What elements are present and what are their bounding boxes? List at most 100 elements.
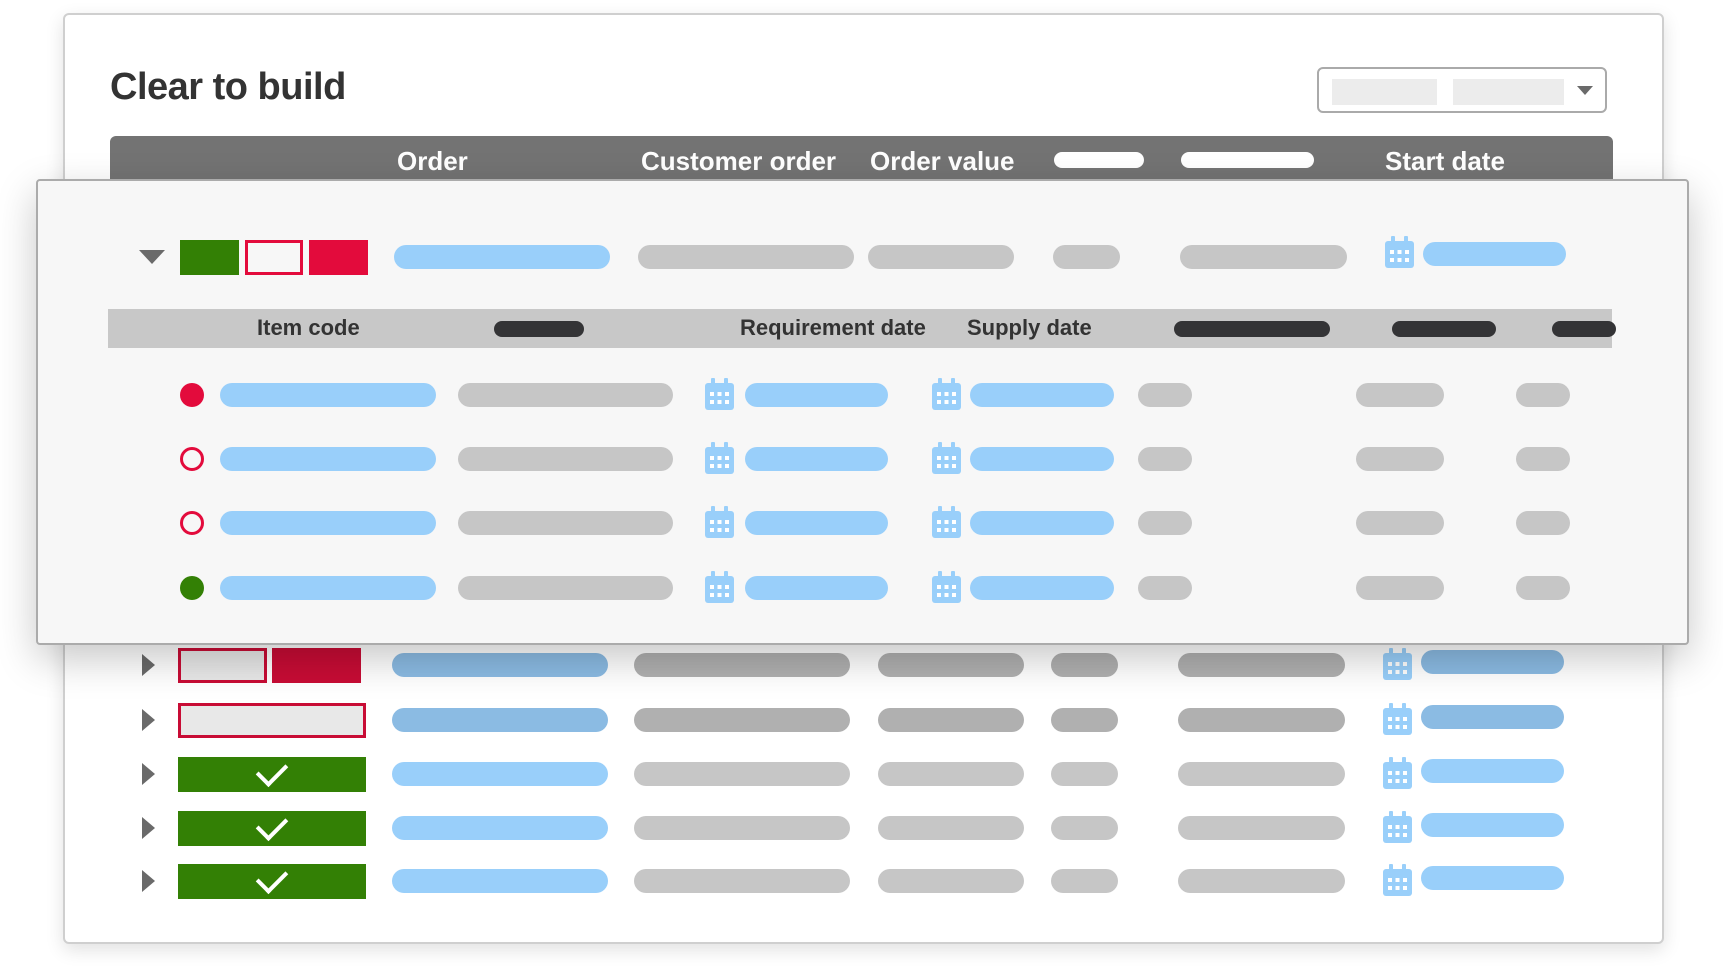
column-header-order-value[interactable]: Order value (870, 146, 1015, 176)
calendar-icon[interactable] (1385, 236, 1414, 268)
item-code-link[interactable] (220, 511, 436, 535)
column-header-customer-order[interactable]: Customer order (641, 146, 837, 176)
order-value-placeholder (878, 653, 1024, 677)
cell-placeholder (1180, 245, 1347, 269)
order-value-placeholder (878, 762, 1024, 786)
check-icon (255, 754, 289, 787)
calendar-icon[interactable] (932, 378, 961, 410)
order-link[interactable] (392, 653, 608, 677)
column-header-placeholder[interactable] (1174, 321, 1330, 337)
supply-date-link[interactable] (970, 576, 1114, 600)
caret-right-icon[interactable] (142, 870, 155, 892)
caret-down-icon (1577, 86, 1593, 95)
start-date-link[interactable] (1421, 759, 1564, 783)
item-status-dot (180, 576, 204, 600)
dropdown-value-placeholder (1453, 79, 1564, 105)
requirement-date-link[interactable] (745, 511, 888, 535)
page-title: Clear to build (110, 66, 346, 108)
caret-right-icon[interactable] (142, 709, 155, 731)
item-cell-placeholder (1516, 447, 1570, 471)
caret-right-icon[interactable] (142, 763, 155, 785)
calendar-icon[interactable] (932, 571, 961, 603)
cell-placeholder (1178, 708, 1345, 732)
item-code-link[interactable] (220, 447, 436, 471)
item-cell-placeholder (1516, 383, 1570, 407)
start-date-link[interactable] (1421, 705, 1564, 729)
calendar-icon[interactable] (1383, 864, 1412, 896)
column-header-item-code[interactable]: Item code (257, 315, 360, 340)
calendar-icon[interactable] (932, 506, 961, 538)
requirement-date-link[interactable] (745, 576, 888, 600)
cell-placeholder (1051, 816, 1118, 840)
calendar-icon[interactable] (705, 506, 734, 538)
supply-date-link[interactable] (970, 383, 1114, 407)
status-segment-missing (272, 648, 361, 683)
customer-order-placeholder (634, 708, 850, 732)
order-link[interactable] (394, 245, 610, 269)
column-header-start-date[interactable]: Start date (1385, 146, 1505, 176)
calendar-icon[interactable] (705, 571, 734, 603)
caret-right-icon[interactable] (142, 654, 155, 676)
column-header-placeholder[interactable] (1181, 152, 1314, 168)
column-header-requirement-date[interactable]: Requirement date (740, 315, 926, 340)
item-cell-placeholder (1356, 511, 1444, 535)
start-date-link[interactable] (1421, 650, 1564, 674)
item-cell-placeholder (1138, 383, 1192, 407)
item-code-link[interactable] (220, 576, 436, 600)
status-segment-outline (245, 240, 303, 275)
order-value-placeholder (878, 869, 1024, 893)
calendar-icon[interactable] (932, 442, 961, 474)
order-value-placeholder (868, 245, 1014, 269)
cell-placeholder (1051, 869, 1118, 893)
calendar-icon[interactable] (1383, 757, 1412, 789)
cell-placeholder (1053, 245, 1120, 269)
order-link[interactable] (392, 869, 608, 893)
caret-right-icon[interactable] (142, 817, 155, 839)
column-header-placeholder[interactable] (1054, 152, 1144, 168)
calendar-icon[interactable] (1383, 648, 1412, 680)
status-clear (178, 808, 366, 846)
order-link[interactable] (392, 816, 608, 840)
caret-down-icon[interactable] (139, 250, 165, 264)
item-status-dot (180, 383, 204, 407)
start-date-link[interactable] (1421, 866, 1564, 890)
item-cell-placeholder (458, 383, 673, 407)
supply-date-link[interactable] (970, 447, 1114, 471)
calendar-icon[interactable] (1383, 811, 1412, 843)
item-cell-placeholder (1516, 511, 1570, 535)
start-date-link[interactable] (1423, 242, 1566, 266)
status-segment-complete (180, 240, 239, 275)
order-value-placeholder (878, 708, 1024, 732)
start-date-link[interactable] (1421, 813, 1564, 837)
column-header-placeholder[interactable] (494, 321, 584, 337)
status-segment-outline (178, 703, 366, 738)
item-code-link[interactable] (220, 383, 436, 407)
column-header-placeholder[interactable] (1552, 321, 1616, 337)
customer-order-placeholder (634, 816, 850, 840)
customer-order-placeholder (634, 869, 850, 893)
calendar-icon[interactable] (705, 378, 734, 410)
order-link[interactable] (392, 708, 608, 732)
item-cell-placeholder (1356, 383, 1444, 407)
item-cell-placeholder (1516, 576, 1570, 600)
item-cell-placeholder (1138, 511, 1192, 535)
expanded-order-panel: Item code Requirement date Supply date (36, 179, 1689, 645)
cell-placeholder (1178, 653, 1345, 677)
customer-order-placeholder (638, 245, 854, 269)
item-cell-placeholder (1356, 576, 1444, 600)
requirement-date-link[interactable] (745, 447, 888, 471)
supply-date-link[interactable] (970, 511, 1114, 535)
column-header-supply-date[interactable]: Supply date (967, 315, 1092, 340)
order-link[interactable] (392, 762, 608, 786)
column-header-placeholder[interactable] (1392, 321, 1496, 337)
calendar-icon[interactable] (705, 442, 734, 474)
requirement-date-link[interactable] (745, 383, 888, 407)
status-clear (178, 754, 366, 792)
cell-placeholder (1178, 869, 1345, 893)
item-cell-placeholder (458, 576, 673, 600)
status-segment-missing (309, 240, 368, 275)
filter-dropdown[interactable] (1317, 67, 1607, 113)
cell-placeholder (1178, 762, 1345, 786)
calendar-icon[interactable] (1383, 703, 1412, 735)
column-header-order[interactable]: Order (397, 146, 468, 176)
